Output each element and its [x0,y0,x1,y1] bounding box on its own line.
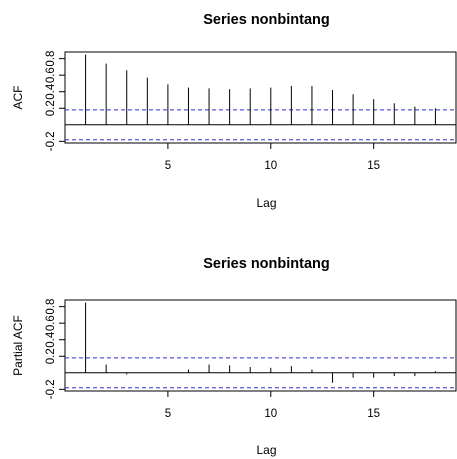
acf-panel: Series nonbintang 5 10 15 -0.2 0.20.40.60.8 La… [11,12,457,210]
x-tick-label: 5 [165,160,171,172]
plot-frame [64,299,457,392]
x-axis-label: Lag [256,443,276,457]
y-tick-label: 0.6 [45,67,57,83]
x-tick-label: 15 [367,408,380,420]
y-tick-label: -0.2 [45,379,57,399]
y-tick-label: -0.2 [45,131,57,151]
y-axis-label: ACF [11,86,25,110]
y-tick-label: 0.8 [45,299,57,315]
y-tick-label: 0.2 [45,100,57,116]
y-tick-label: 0.2 [45,348,57,364]
plot-frame [64,51,457,144]
chart-title: Series nonbintang [203,256,330,272]
x-tick-label: 10 [264,408,277,420]
y-tick-label: 0.4 [45,83,57,100]
x-axis-label: Lag [256,196,276,210]
y-axis-label: Partial ACF [11,315,25,376]
y-tick-label: 0.8 [45,51,57,67]
x-tick-label: 5 [165,408,171,420]
x-tick-label: 15 [367,160,380,172]
y-tick-label: 0.4 [45,331,57,348]
chart-title: Series nonbintang [203,12,330,28]
x-tick-label: 10 [264,160,277,172]
y-tick-label: 0.6 [45,315,57,331]
pacf-panel: Series nonbintang 5 10 15 -0.2 0.20.40.60.8 La… [11,256,457,457]
